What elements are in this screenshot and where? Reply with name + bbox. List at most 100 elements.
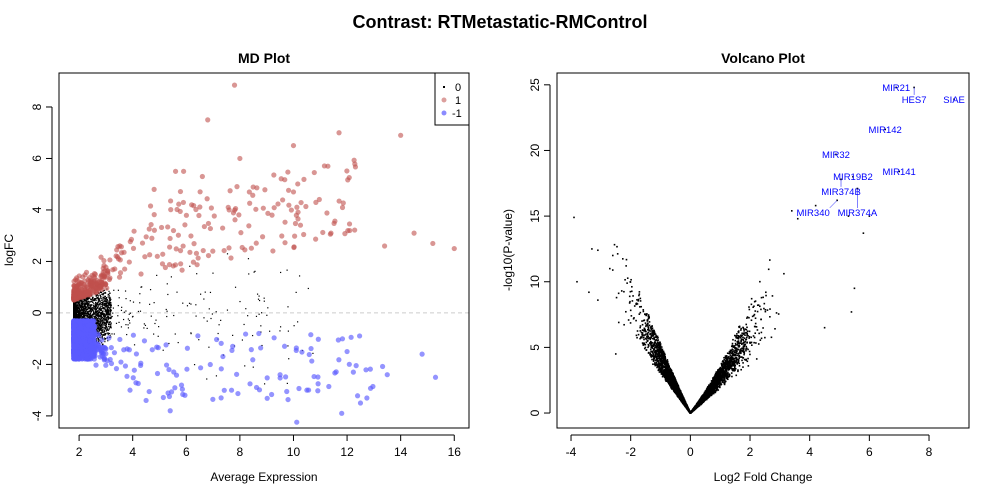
md-point-0 <box>269 330 271 332</box>
md-point-0 <box>76 307 78 309</box>
md-point-0 <box>106 302 108 304</box>
md-point-0 <box>193 364 196 366</box>
volcano-point <box>653 342 656 344</box>
md-point-0 <box>104 295 106 298</box>
md-point-0 <box>77 304 79 306</box>
md-point-0 <box>104 308 106 310</box>
md-point-up <box>228 255 234 261</box>
md-point-up <box>250 192 256 198</box>
md-point-down <box>264 395 270 401</box>
md-point-0 <box>94 308 96 310</box>
md-point-0 <box>73 302 76 304</box>
md-point-0 <box>82 317 84 319</box>
md-point-up <box>162 264 168 271</box>
md-point-0 <box>97 311 100 314</box>
md-point-0 <box>106 300 108 302</box>
md-point-0 <box>105 314 107 316</box>
md-point-down <box>294 419 300 425</box>
md-point-0 <box>254 270 256 272</box>
md-point-0 <box>220 319 222 321</box>
md-point-up <box>246 223 252 229</box>
md-point-0 <box>81 300 84 302</box>
md-point-0 <box>96 330 98 332</box>
md-point-up <box>173 246 179 252</box>
md-point-0 <box>95 322 97 324</box>
md-point-up <box>175 232 181 238</box>
md-point-0 <box>88 317 90 319</box>
md-point-0 <box>112 312 114 314</box>
volcano-point <box>750 336 752 339</box>
md-point-0 <box>104 292 106 294</box>
md-point-0 <box>195 315 197 317</box>
md-point-down <box>250 357 256 363</box>
md-point-0 <box>110 323 112 325</box>
md-point-down <box>214 336 220 343</box>
md-point-0 <box>247 258 250 260</box>
md-point-0 <box>75 313 77 315</box>
volcano-point <box>733 334 736 337</box>
md-point-0 <box>140 286 142 288</box>
md-point-0 <box>103 313 106 315</box>
figure-title: Contrast: RTMetastatic-RMControl <box>353 12 648 32</box>
md-point-up <box>78 279 84 286</box>
md-point-0 <box>105 320 107 322</box>
md-point-0 <box>105 324 107 327</box>
md-point-0 <box>100 309 102 312</box>
md-point-0 <box>287 345 289 347</box>
md-point-0 <box>98 314 101 316</box>
md-point-0 <box>80 311 82 313</box>
md-point-up <box>347 227 353 234</box>
volcano-point <box>734 353 736 356</box>
md-point-0 <box>97 328 100 330</box>
md-point-up <box>344 168 350 174</box>
md-point-0 <box>87 299 89 301</box>
md-point-0 <box>89 304 92 306</box>
md-point-up <box>313 236 319 242</box>
md-point-up <box>205 117 211 123</box>
md-point-0 <box>96 322 98 324</box>
md-point-0 <box>79 310 81 312</box>
md-point-0 <box>85 298 87 300</box>
md-point-up <box>398 132 404 138</box>
md-point-0 <box>109 305 111 307</box>
md-point-0 <box>103 321 105 324</box>
md-point-down <box>163 342 169 348</box>
md-point-0 <box>131 316 134 318</box>
md-point-0 <box>99 326 101 328</box>
md-point-0 <box>100 301 102 304</box>
md-point-0 <box>99 300 101 302</box>
md-point-up <box>328 230 334 236</box>
md-point-0 <box>84 302 86 304</box>
md-point-down <box>271 335 277 341</box>
md-point-down <box>218 340 224 346</box>
md-point-0 <box>120 309 123 311</box>
md-point-0 <box>78 310 80 312</box>
md-point-up <box>101 258 107 264</box>
md-point-0 <box>102 306 104 309</box>
md-point-0 <box>107 294 109 296</box>
md-point-down <box>87 322 93 328</box>
md-point-0 <box>158 326 160 328</box>
md-point-up <box>220 225 226 231</box>
md-point-0 <box>102 313 104 316</box>
md-point-0 <box>75 309 78 312</box>
md-point-0 <box>104 334 106 336</box>
md-point-0 <box>146 327 148 330</box>
md-point-0 <box>74 314 76 316</box>
md-point-down <box>113 366 120 372</box>
md-point-0 <box>209 291 212 294</box>
md-point-0 <box>110 306 112 309</box>
md-point-0 <box>93 312 95 314</box>
volcano-point <box>745 328 748 331</box>
md-point-0 <box>143 327 145 329</box>
md-point-0 <box>295 291 297 293</box>
md-point-up <box>232 217 238 223</box>
md-point-0 <box>94 304 97 307</box>
md-point-0 <box>79 305 82 307</box>
md-point-0 <box>94 310 96 313</box>
md-point-0 <box>150 315 152 317</box>
md-point-0 <box>102 317 105 320</box>
volcano-point <box>657 348 660 350</box>
md-point-0 <box>106 304 108 306</box>
md-point-up <box>292 233 298 239</box>
